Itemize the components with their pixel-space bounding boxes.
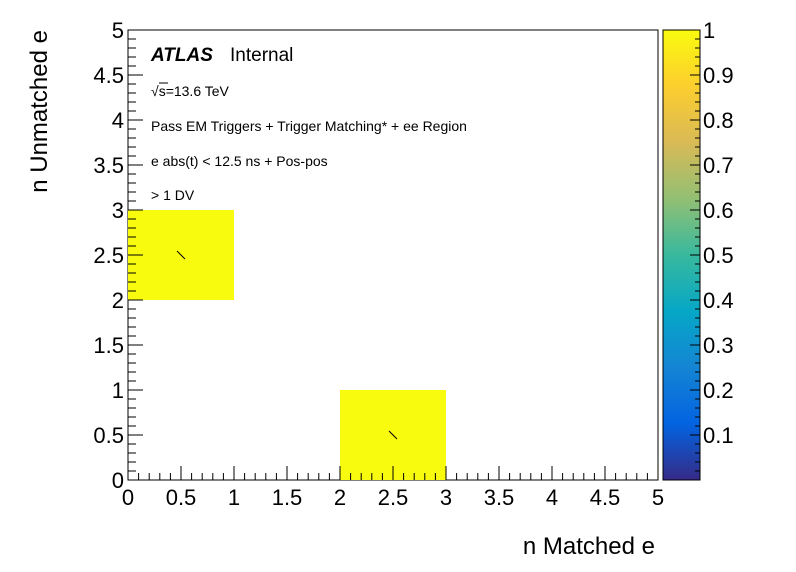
colorbar-tick-label: 0.8 — [703, 108, 734, 133]
heatmap-bins — [128, 210, 446, 480]
x-tick-label: 3 — [440, 485, 452, 510]
y-tick-label: 0.5 — [93, 423, 124, 448]
x-tick-label: 4.5 — [590, 485, 621, 510]
x-tick-label: 2 — [334, 485, 346, 510]
x-axis-ticks: 0 0.5 1 1.5 2 2.5 3 3.5 4 4.5 5 — [122, 466, 664, 510]
x-tick-label: 0 — [122, 485, 134, 510]
y-tick-label: 1 — [112, 378, 124, 403]
y-tick-label: 2 — [112, 288, 124, 313]
x-tick-label: 5 — [652, 485, 664, 510]
x-tick-label: 0.5 — [166, 485, 197, 510]
y-axis-ticks: 0 0.5 1 1.5 2 2.5 3 3.5 4 4.5 5 — [93, 18, 143, 493]
internal-label: Internal — [230, 45, 293, 66]
selection-line-2: e abs(t) < 12.5 ns + Pos-pos — [151, 153, 328, 169]
selection-line-1: Pass EM Triggers + Trigger Matching* + e… — [151, 118, 467, 134]
sqrt-symbol: √ — [151, 83, 159, 99]
y-tick-label: 5 — [112, 18, 124, 43]
x-axis-title: n Matched e — [523, 533, 655, 560]
y-tick-label: 3 — [112, 198, 124, 223]
y-tick-label: 3.5 — [93, 153, 124, 178]
colorbar-tick-label: 0.5 — [703, 243, 734, 268]
colorbar-tick-label: 0.1 — [703, 423, 734, 448]
y-tick-label: 4 — [112, 108, 124, 133]
bin-marker — [388, 430, 398, 440]
y-tick-label: 0 — [112, 468, 124, 493]
x-tick-label: 4 — [546, 485, 558, 510]
x-tick-label: 1 — [228, 485, 240, 510]
x-tick-label: 3.5 — [484, 485, 515, 510]
y-axis-title: n Unmatched e — [26, 30, 53, 193]
bin-marker — [176, 250, 186, 260]
atlas-label: ATLAS — [150, 45, 213, 66]
y-tick-label: 1.5 — [93, 333, 124, 358]
colorbar-tick-label: 1 — [703, 18, 715, 43]
colorbar-tick-label: 0.2 — [703, 378, 734, 403]
x-tick-label: 1.5 — [272, 485, 303, 510]
colorbar-tick-label: 0.4 — [703, 288, 734, 313]
colorbar-tick-label: 0.7 — [703, 153, 734, 178]
colorbar-tick-label: 0.9 — [703, 63, 734, 88]
energy-value: s=13.6 TeV — [159, 83, 230, 99]
colorbar-tick-label: 0.3 — [703, 333, 734, 358]
y-tick-label: 2.5 — [93, 243, 124, 268]
colorbar-tick-label: 0.6 — [703, 198, 734, 223]
y-tick-label: 4.5 — [93, 63, 124, 88]
energy-label: √s=13.6 TeV — [151, 83, 230, 99]
selection-line-3: > 1 DV — [151, 187, 195, 203]
x-tick-label: 2.5 — [378, 485, 409, 510]
colorbar-ticks: 0.1 0.2 0.3 0.4 0.5 0.6 0.7 0.8 0.9 1 — [690, 18, 734, 472]
